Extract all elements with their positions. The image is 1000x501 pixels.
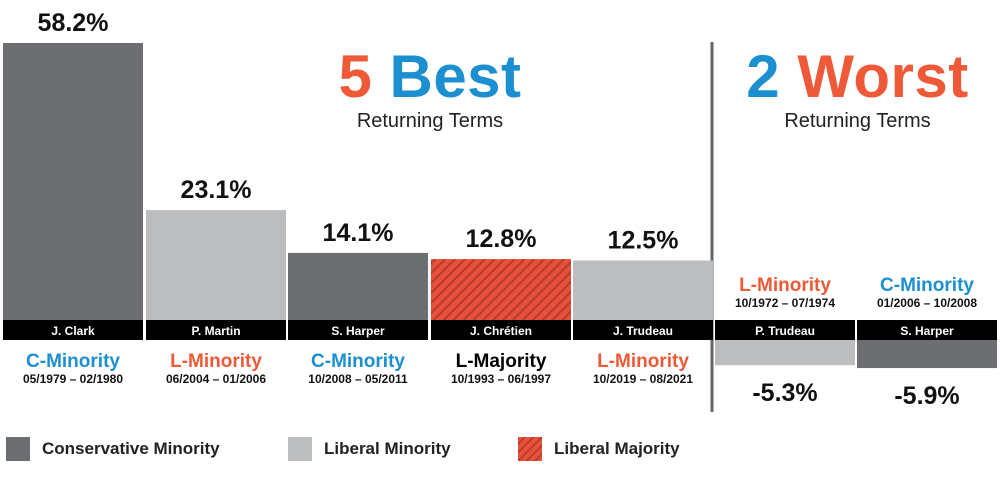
category-strip	[573, 320, 713, 340]
data-label: -5.9%	[894, 382, 959, 410]
legend-swatch-liberal-majority	[518, 437, 542, 461]
legend-item-conservative-minority: Conservative Minority	[6, 436, 220, 462]
category-label: P. Trudeau	[755, 324, 815, 338]
legend: Conservative Minority Liberal Minority L…	[0, 432, 1000, 466]
bar	[288, 252, 428, 320]
category-label: J. Trudeau	[613, 324, 673, 338]
category-label: J. Chrétien	[470, 324, 532, 338]
worst-heading: 2 Worst	[715, 47, 1000, 107]
best-subtitle: Returning Terms	[356, 110, 504, 132]
data-label: 12.8%	[466, 225, 537, 253]
category-strip	[715, 320, 855, 340]
best-heading: 5 Best	[300, 47, 560, 107]
term-dates: 06/2004 – 01/2006	[166, 372, 266, 386]
government-label: C-Minority	[26, 351, 120, 372]
legend-swatch-conservative-minority	[6, 437, 30, 461]
term-dates: 10/1972 – 07/1974	[735, 296, 835, 310]
best-heading-word: Best	[389, 43, 522, 110]
legend-item-liberal-majority: Liberal Majority	[518, 436, 680, 462]
worst-heading-word: Worst	[797, 43, 969, 110]
data-label: 14.1%	[323, 219, 394, 247]
worst-heading-number: 2	[746, 43, 781, 110]
category-label: S. Harper	[900, 324, 954, 338]
category-label: J. Clark	[51, 324, 95, 338]
legend-item-liberal-minority: Liberal Minority	[288, 436, 451, 462]
data-label: -5.3%	[752, 379, 817, 407]
bar	[431, 259, 571, 320]
data-label: 12.5%	[608, 227, 679, 255]
bar	[715, 340, 855, 366]
legend-label: Liberal Majority	[554, 439, 680, 458]
term-dates: 10/2019 – 08/2021	[593, 372, 693, 386]
data-label: 58.2%	[38, 9, 109, 37]
category-strip	[3, 320, 143, 340]
term-dates: 01/2006 – 10/2008	[877, 296, 977, 310]
bar	[857, 340, 997, 369]
government-label: L-Majority	[456, 351, 547, 372]
category-strip	[857, 320, 997, 340]
data-label: 23.1%	[181, 176, 252, 204]
government-label: L-Minority	[170, 351, 262, 372]
term-dates: 10/1993 – 06/1997	[451, 372, 551, 386]
legend-swatch-liberal-minority	[288, 437, 312, 461]
worst-subtitle: Returning Terms	[784, 110, 931, 132]
bar	[3, 43, 143, 320]
government-label: L-Minority	[739, 275, 831, 296]
legend-label: Conservative Minority	[42, 439, 220, 458]
category-label: P. Martin	[191, 324, 240, 338]
legend-label: Liberal Minority	[324, 439, 451, 458]
bar	[573, 260, 713, 320]
government-label: C-Minority	[311, 351, 405, 372]
category-strip	[146, 320, 286, 340]
best-heading-number: 5	[338, 43, 373, 110]
term-dates: 10/2008 – 05/2011	[308, 372, 408, 386]
government-label: C-Minority	[880, 275, 974, 296]
category-strip	[288, 320, 428, 340]
government-label: L-Minority	[597, 351, 689, 372]
category-strip	[431, 320, 571, 340]
category-label: S. Harper	[331, 324, 385, 338]
bar	[146, 210, 286, 320]
term-dates: 05/1979 – 02/1980	[23, 372, 123, 386]
